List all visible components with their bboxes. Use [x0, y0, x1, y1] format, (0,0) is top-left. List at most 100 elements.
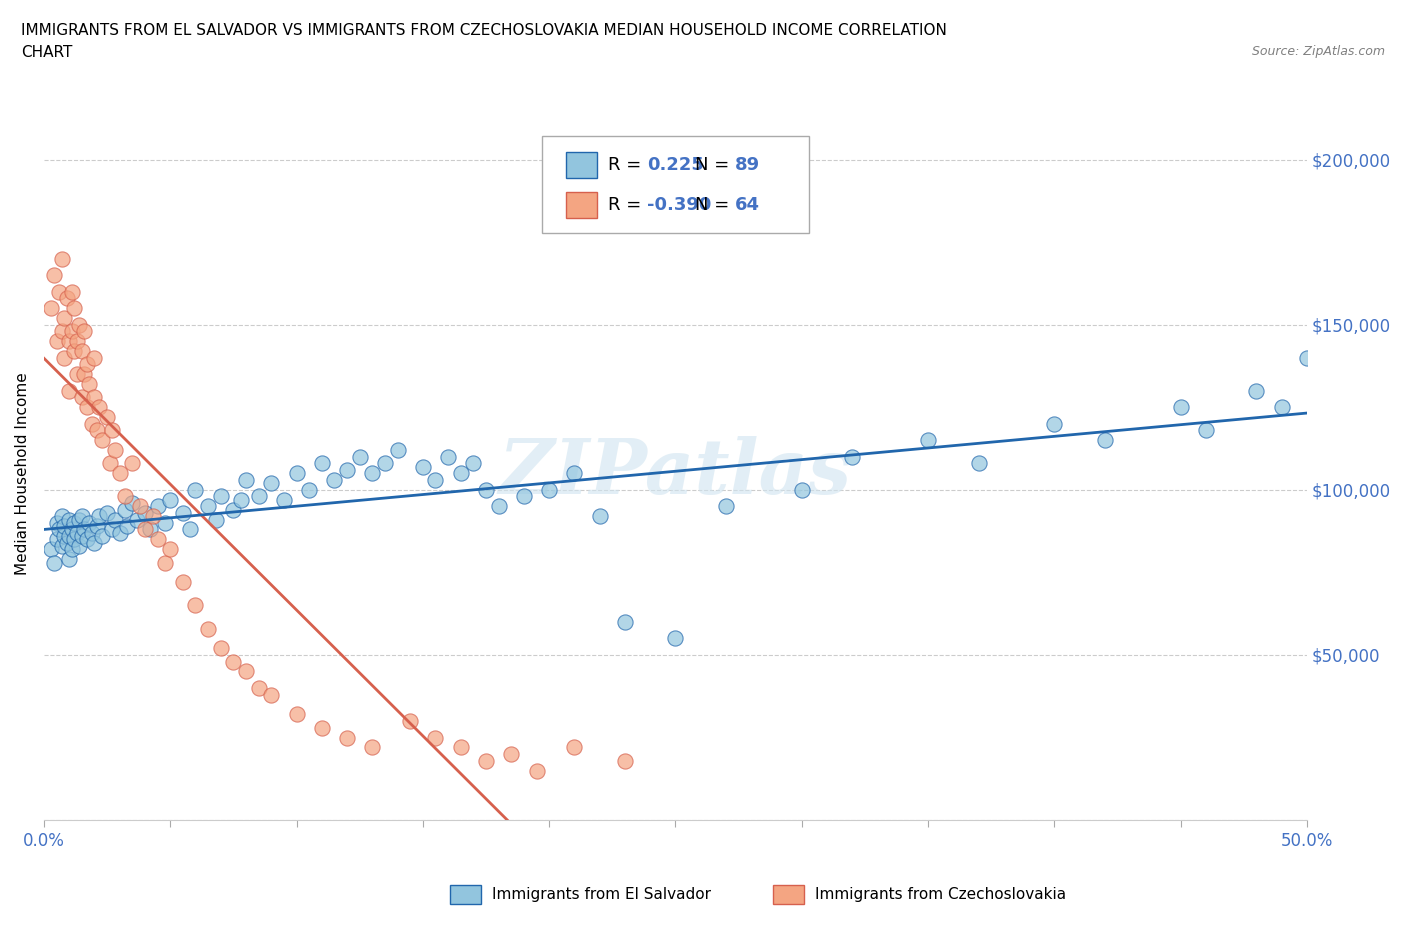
Point — [45, 515, 67, 530]
Text: N =: N = — [695, 155, 735, 174]
Text: -0.390: -0.390 — [647, 196, 711, 214]
Point — [298, 483, 321, 498]
Point — [538, 483, 561, 498]
Point — [613, 615, 636, 630]
Point — [153, 555, 176, 570]
Point — [63, 532, 86, 547]
Point — [58, 551, 80, 566]
Point — [86, 423, 108, 438]
Point — [526, 764, 548, 778]
Point — [613, 753, 636, 768]
Point — [475, 753, 498, 768]
Point — [425, 472, 447, 487]
Point — [229, 492, 252, 507]
Point — [66, 525, 89, 540]
Point — [58, 528, 80, 543]
Point — [42, 555, 65, 570]
Point — [1170, 400, 1192, 415]
Point — [1246, 383, 1268, 398]
Point — [1043, 417, 1066, 432]
Point — [45, 532, 67, 547]
Point — [285, 707, 308, 722]
Point — [1094, 432, 1116, 447]
Point — [121, 496, 143, 511]
Point — [79, 377, 101, 392]
Text: ZIPatlas: ZIPatlas — [499, 436, 852, 511]
Point — [76, 532, 98, 547]
Point — [513, 489, 536, 504]
Point — [128, 498, 150, 513]
Point — [564, 466, 586, 481]
Point — [488, 498, 510, 513]
Point — [159, 492, 181, 507]
Point — [172, 506, 194, 521]
Point — [841, 449, 863, 464]
Point — [967, 456, 990, 471]
Point — [1195, 423, 1218, 438]
Point — [450, 740, 472, 755]
Point — [121, 456, 143, 471]
Point — [58, 512, 80, 527]
Point — [101, 522, 124, 537]
Point — [55, 536, 77, 551]
Point — [917, 432, 939, 447]
Point — [564, 740, 586, 755]
Point — [197, 621, 219, 636]
Point — [412, 459, 434, 474]
Point — [55, 291, 77, 306]
Point — [51, 251, 73, 266]
Point — [260, 687, 283, 702]
Point — [589, 509, 612, 524]
Point — [146, 498, 169, 513]
Point — [108, 466, 131, 481]
Point — [67, 512, 90, 527]
Point — [139, 522, 162, 537]
Point — [76, 357, 98, 372]
Point — [463, 456, 485, 471]
Point — [66, 366, 89, 381]
Point — [387, 443, 409, 458]
Point — [51, 324, 73, 339]
Point — [41, 542, 63, 557]
Point — [73, 324, 96, 339]
Point — [311, 720, 333, 735]
Point — [273, 492, 295, 507]
Text: CHART: CHART — [21, 45, 73, 60]
Point — [108, 525, 131, 540]
Point — [76, 400, 98, 415]
Point — [159, 542, 181, 557]
Point — [83, 390, 105, 405]
Point — [45, 334, 67, 349]
Point — [437, 449, 460, 464]
Point — [48, 285, 70, 299]
Point — [58, 383, 80, 398]
Point — [73, 366, 96, 381]
Point — [63, 300, 86, 315]
Point — [53, 351, 76, 365]
Point — [450, 466, 472, 481]
Point — [714, 498, 737, 513]
Text: 89: 89 — [734, 155, 759, 174]
Point — [86, 519, 108, 534]
Point — [172, 575, 194, 590]
Point — [153, 515, 176, 530]
Y-axis label: Median Household Income: Median Household Income — [15, 372, 30, 575]
Point — [89, 400, 111, 415]
Point — [70, 390, 93, 405]
Point — [127, 512, 149, 527]
Point — [83, 536, 105, 551]
Point — [53, 528, 76, 543]
Point — [114, 489, 136, 504]
Point — [311, 456, 333, 471]
Point — [361, 740, 384, 755]
Point — [336, 462, 359, 477]
Point — [117, 519, 139, 534]
Point — [48, 522, 70, 537]
Point — [73, 522, 96, 537]
Point — [146, 532, 169, 547]
Point — [475, 483, 498, 498]
Point — [60, 542, 83, 557]
Text: Source: ZipAtlas.com: Source: ZipAtlas.com — [1251, 45, 1385, 58]
Point — [96, 410, 118, 425]
Point — [349, 449, 371, 464]
